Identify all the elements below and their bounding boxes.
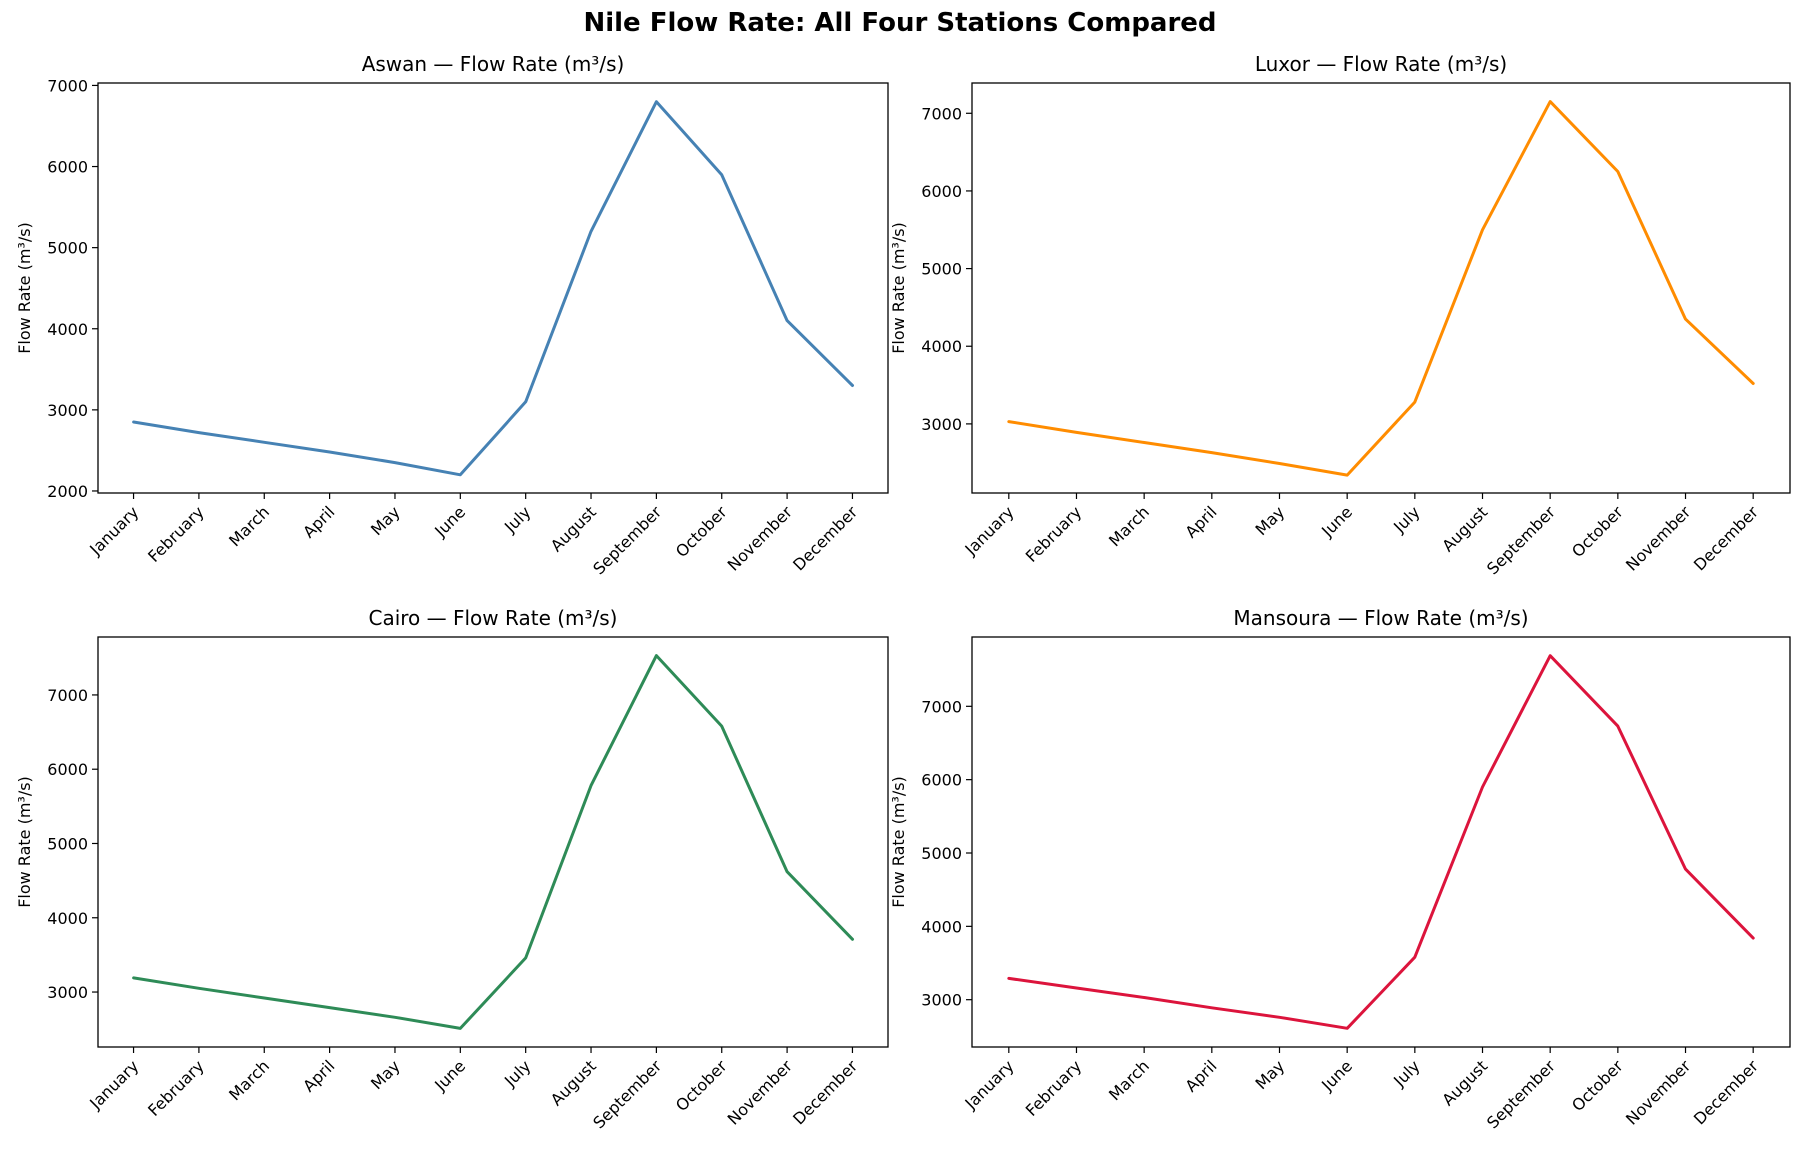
x-tick-label: October: [1568, 502, 1627, 561]
x-tick-label: March: [225, 502, 273, 550]
x-tick-label: May: [1251, 502, 1288, 539]
x-tick-label: May: [1251, 1056, 1288, 1093]
page-title: Nile Flow Rate: All Four Stations Compar…: [583, 8, 1217, 38]
x-tick-label: June: [1317, 502, 1356, 541]
y-axis-label: Flow Rate (m³/s): [889, 776, 908, 908]
x-tick-label: June: [1317, 1056, 1356, 1095]
y-axis-label: Flow Rate (m³/s): [889, 222, 908, 354]
y-tick-label: 5000: [47, 834, 88, 853]
x-tick-label: August: [1438, 502, 1491, 555]
x-tick-label: August: [1438, 1056, 1491, 1109]
x-tick-label: September: [1483, 1056, 1559, 1132]
series-line: [132, 100, 854, 477]
y-axis-label: Flow Rate (m³/s): [15, 776, 34, 908]
x-tick-label: July: [1389, 1056, 1423, 1090]
x-tick-label: December: [1690, 1056, 1762, 1128]
x-tick-label: March: [1105, 502, 1153, 550]
x-tick-label: September: [589, 502, 665, 578]
x-tick-label: January: [85, 1056, 142, 1113]
x-tick-label: February: [144, 1056, 208, 1120]
x-tick-label: November: [724, 502, 797, 575]
x-tick-label: September: [1483, 502, 1559, 578]
x-tick-label: October: [672, 1056, 731, 1115]
x-tick-label: January: [961, 1056, 1018, 1113]
axes-frame: [971, 636, 1791, 1048]
y-tick-label: 4000: [47, 909, 88, 928]
x-tick-label: January: [961, 502, 1018, 559]
x-tick-label: July: [500, 1056, 534, 1090]
y-tick-label: 7000: [47, 76, 88, 95]
x-tick-label: March: [1105, 1056, 1153, 1104]
chart-panel-3: Cairo — Flow Rate (m³/s) Flow Rate (m³/s)…: [15, 606, 889, 1132]
y-tick-label: 6000: [47, 760, 88, 779]
panel-title: Cairo — Flow Rate (m³/s): [368, 606, 617, 630]
x-tick-label: December: [789, 502, 861, 574]
axes-frame: [97, 636, 889, 1048]
chart-panel-2: Luxor — Flow Rate (m³/s) Flow Rate (m³/s)…: [889, 52, 1791, 578]
y-tick-label: 7000: [47, 686, 88, 705]
x-tick-label: August: [547, 502, 600, 555]
x-tick-label: December: [1690, 502, 1762, 574]
x-tick-label: November: [724, 1056, 797, 1129]
x-tick-label: June: [430, 502, 469, 541]
chart-panel-4: Mansoura — Flow Rate (m³/s) Flow Rate (m³…: [889, 606, 1791, 1132]
y-tick-label: 5000: [921, 844, 962, 863]
y-tick-label: 7000: [921, 697, 962, 716]
y-tick-label: 6000: [921, 771, 962, 790]
x-tick-label: July: [500, 502, 534, 536]
x-tick-label: May: [367, 502, 404, 539]
x-tick-label: June: [430, 1056, 469, 1095]
x-tick-label: February: [1022, 502, 1086, 566]
axes-frame: [97, 82, 889, 494]
y-tick-label: 5000: [47, 239, 88, 258]
y-tick-label: 2000: [47, 482, 88, 501]
x-tick-label: September: [589, 1056, 665, 1132]
chart-panel-1: Aswan — Flow Rate (m³/s) Flow Rate (m³/s)…: [15, 52, 889, 578]
x-tick-label: August: [547, 1056, 600, 1109]
y-tick-label: 4000: [921, 337, 962, 356]
series-line: [1007, 100, 1755, 477]
y-axis-label: Flow Rate (m³/s): [15, 222, 34, 354]
y-tick-label: 6000: [47, 158, 88, 177]
y-tick-label: 6000: [921, 182, 962, 201]
x-tick-label: April: [1181, 502, 1220, 541]
axes-frame: [971, 82, 1791, 494]
series-line: [1007, 654, 1755, 1030]
panel-title: Aswan — Flow Rate (m³/s): [362, 52, 625, 76]
x-tick-label: October: [672, 502, 731, 561]
x-tick-label: November: [1622, 502, 1695, 575]
x-tick-label: April: [299, 502, 338, 541]
y-tick-label: 3000: [921, 415, 962, 434]
panel-title: Luxor — Flow Rate (m³/s): [1255, 52, 1507, 76]
x-tick-label: February: [144, 502, 208, 566]
x-tick-label: November: [1622, 1056, 1695, 1129]
series-line: [132, 654, 854, 1030]
y-tick-label: 5000: [921, 260, 962, 279]
x-tick-label: December: [789, 1056, 861, 1128]
panel-title: Mansoura — Flow Rate (m³/s): [1233, 606, 1528, 630]
x-tick-label: January: [85, 502, 142, 559]
x-tick-label: February: [1022, 1056, 1086, 1120]
x-tick-label: July: [1389, 502, 1423, 536]
x-tick-label: October: [1568, 1056, 1627, 1115]
x-tick-label: April: [299, 1056, 338, 1095]
y-tick-label: 3000: [47, 401, 88, 420]
x-tick-label: May: [367, 1056, 404, 1093]
x-tick-label: March: [225, 1056, 273, 1104]
y-tick-label: 3000: [47, 983, 88, 1002]
y-tick-label: 4000: [921, 917, 962, 936]
y-tick-label: 7000: [921, 104, 962, 123]
x-tick-label: April: [1181, 1056, 1220, 1095]
y-tick-label: 3000: [921, 991, 962, 1010]
y-tick-label: 4000: [47, 320, 88, 339]
